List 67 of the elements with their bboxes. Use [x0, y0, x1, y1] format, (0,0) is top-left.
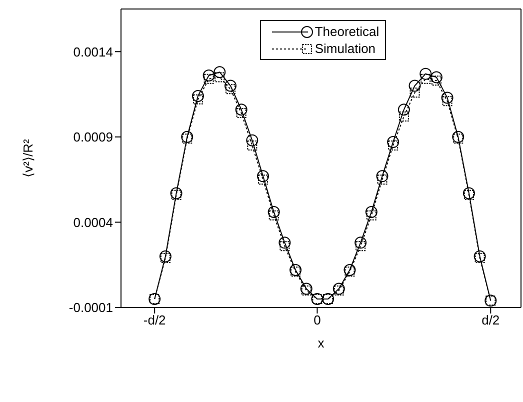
- point: [442, 96, 452, 106]
- point: [192, 90, 204, 102]
- point: [300, 282, 312, 295]
- point: [181, 130, 194, 143]
- point: [398, 104, 410, 116]
- point: [356, 241, 366, 252]
- point: [398, 111, 409, 122]
- point: [332, 282, 345, 295]
- point: [474, 253, 485, 264]
- point: [387, 136, 400, 148]
- point: [159, 250, 172, 262]
- y-tick-label: -0.0001: [68, 300, 113, 316]
- point: [182, 134, 192, 144]
- point: [408, 80, 421, 92]
- point: [214, 72, 225, 82]
- point: [474, 250, 486, 262]
- point: [388, 140, 398, 150]
- point: [258, 174, 268, 185]
- point: [160, 253, 170, 264]
- point: [410, 88, 420, 98]
- point: [214, 66, 226, 78]
- point: [192, 94, 203, 104]
- point: [278, 236, 291, 249]
- legend-label: Theoretical: [314, 24, 380, 39]
- point: [202, 70, 215, 82]
- point: [171, 190, 182, 200]
- point: [366, 210, 376, 220]
- y-tick-label: 0.0014: [73, 44, 113, 60]
- point: [452, 130, 464, 143]
- y-tick-label: 0.0004: [73, 214, 113, 230]
- point: [268, 206, 280, 218]
- point: [224, 80, 236, 92]
- point: [204, 74, 214, 84]
- point: [334, 285, 344, 296]
- point: [354, 236, 367, 249]
- point: [344, 264, 356, 276]
- point: [365, 206, 378, 218]
- y-tick-label: 0.0009: [73, 130, 113, 145]
- point: [246, 134, 258, 146]
- point: [235, 104, 248, 116]
- point: [462, 187, 475, 200]
- point: [420, 74, 431, 84]
- point: [247, 140, 258, 150]
- legend-label: Simulation: [314, 41, 376, 56]
- point: [280, 241, 290, 252]
- point: [225, 84, 236, 94]
- point: [453, 134, 464, 144]
- point: [420, 68, 432, 80]
- point: [236, 108, 246, 118]
- point: [377, 174, 388, 185]
- point: [344, 266, 355, 277]
- point: [431, 76, 442, 86]
- point: [430, 71, 442, 84]
- point: [170, 187, 182, 200]
- y-axis-title: ⟨v²⟩/R²: [20, 138, 36, 178]
- x-tick-label: -d/2: [143, 312, 166, 328]
- x-tick-label: 0: [314, 312, 321, 328]
- point: [464, 190, 474, 200]
- point: [290, 266, 301, 277]
- x-tick-label: d/2: [482, 312, 500, 328]
- point: [257, 170, 270, 182]
- point: [441, 92, 454, 104]
- point: [268, 210, 279, 220]
- point: [301, 285, 312, 296]
- point: [376, 170, 388, 182]
- point: [290, 264, 302, 276]
- x-axis-title: x: [318, 336, 325, 350]
